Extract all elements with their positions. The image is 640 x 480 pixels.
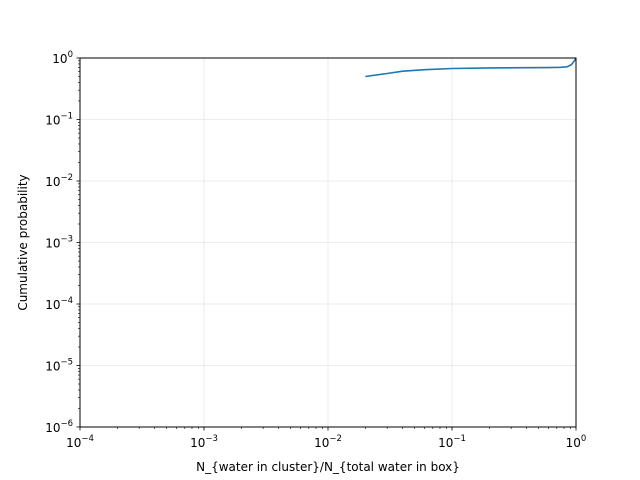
series-line [365,57,577,78]
x-tick-label: 10−4 [66,434,94,450]
y-axis-label: Cumulative probability [16,174,30,310]
tick-marks [76,57,577,431]
x-axis-label: N_{water in cluster}/N_{total water in b… [196,460,460,474]
y-tick-label: 10−4 [45,296,73,312]
x-tick-label: 10−1 [438,434,466,450]
y-tick-label: 10−5 [45,358,73,374]
y-tick-label: 100 [52,50,73,66]
y-tick-label: 10−2 [45,173,73,189]
x-tick-label: 10−2 [314,434,342,450]
x-tick-label: 10−3 [190,434,218,450]
x-tick-label: 100 [566,434,587,450]
y-tick-label: 10−3 [45,235,73,251]
series-layer [365,57,577,78]
y-tick-label: 10−6 [45,419,73,435]
tick-labels: 10−4 10−3 10−2 10−1 100 10−6 10−5 10−4 10−3 10−2 1… [45,50,586,450]
y-tick-label: 10−1 [45,112,73,128]
